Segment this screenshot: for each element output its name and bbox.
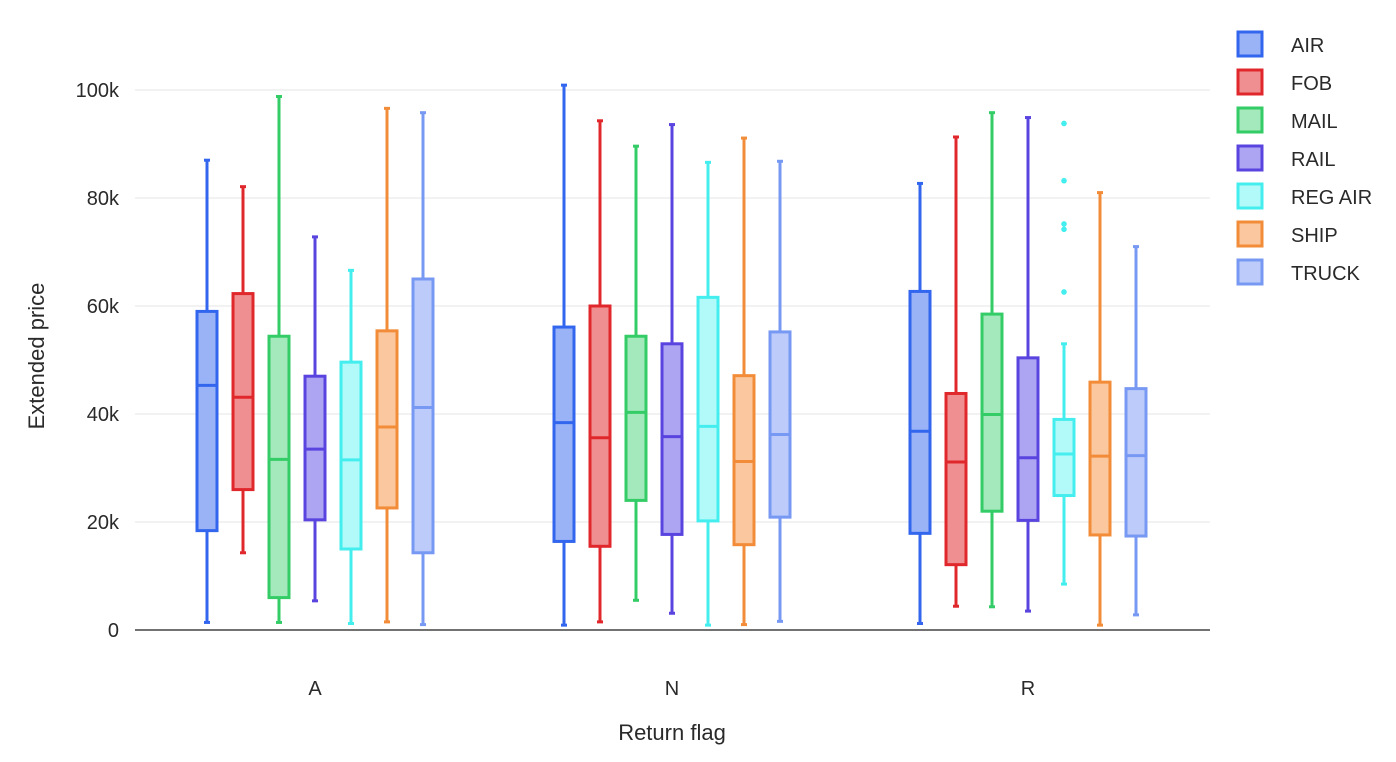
outlier-point bbox=[1061, 120, 1067, 127]
box-iqr bbox=[944, 391, 968, 567]
box-iqr bbox=[1052, 417, 1076, 498]
x-tick-label: A bbox=[308, 678, 322, 700]
box-iqr bbox=[624, 334, 648, 502]
box-fob-r bbox=[944, 135, 968, 608]
y-axis-title: Extended price bbox=[24, 283, 49, 430]
box-truck-a bbox=[411, 111, 435, 627]
legend-label: RAIL bbox=[1291, 149, 1335, 171]
box-air-a bbox=[195, 158, 219, 624]
box-iqr bbox=[768, 330, 792, 519]
box-truck-r bbox=[1124, 245, 1148, 617]
box-ship-r bbox=[1088, 191, 1112, 627]
box-fob-a bbox=[231, 185, 255, 555]
box-mail-n bbox=[624, 144, 648, 602]
legend-swatch bbox=[1236, 68, 1264, 96]
box-rail-r bbox=[1016, 116, 1040, 613]
x-tick-label: N bbox=[665, 678, 679, 700]
box-iqr bbox=[411, 277, 435, 555]
legend-swatch bbox=[1236, 182, 1264, 210]
legend-swatch bbox=[1236, 258, 1264, 286]
box-iqr bbox=[696, 295, 720, 523]
box-iqr bbox=[339, 360, 363, 551]
box-iqr bbox=[231, 292, 255, 492]
box-ship-n bbox=[732, 136, 756, 627]
legend-swatch bbox=[1236, 220, 1264, 248]
legend-item: AIR bbox=[1236, 30, 1324, 58]
legend-item: RAIL bbox=[1236, 144, 1335, 172]
legend-item: REG AIR bbox=[1236, 182, 1372, 210]
box-iqr bbox=[1088, 380, 1112, 537]
y-tick-label: 80k bbox=[87, 188, 120, 210]
box-reg-air-r bbox=[1052, 120, 1076, 586]
box-iqr bbox=[1124, 387, 1148, 538]
box-reg-air-n bbox=[696, 160, 720, 627]
y-tick-label: 40k bbox=[87, 404, 120, 426]
legend-label: FOB bbox=[1291, 73, 1332, 95]
outlier-point bbox=[1061, 289, 1067, 295]
box-air-n bbox=[552, 83, 576, 627]
legend-label: REG AIR bbox=[1291, 187, 1372, 209]
legend-item: SHIP bbox=[1236, 220, 1338, 248]
box-iqr bbox=[588, 304, 612, 548]
box-reg-air-a bbox=[339, 268, 363, 626]
box-iqr bbox=[552, 325, 576, 543]
box-mail-a bbox=[267, 94, 291, 624]
box-iqr bbox=[267, 334, 291, 600]
axis-layer: 0 20k 40k 60k 80k 100k A N R bbox=[76, 80, 1210, 700]
legend-swatch bbox=[1236, 106, 1264, 134]
box-ship-a bbox=[375, 106, 399, 624]
legend: AIR FOB MAIL RAIL REG AIR SHIP TRUCK bbox=[1236, 30, 1372, 286]
box-mail-r bbox=[980, 111, 1004, 609]
box-iqr bbox=[660, 342, 684, 536]
box-rail-a bbox=[303, 235, 327, 603]
legend-label: MAIL bbox=[1291, 111, 1338, 133]
box-iqr bbox=[908, 289, 932, 535]
box-truck-n bbox=[768, 159, 792, 623]
box-layer bbox=[195, 83, 1148, 627]
box-air-r bbox=[908, 181, 932, 626]
legend-item: TRUCK bbox=[1236, 258, 1361, 286]
y-tick-label: 0 bbox=[108, 620, 119, 642]
legend-item: MAIL bbox=[1236, 106, 1338, 134]
box-iqr bbox=[375, 329, 399, 510]
outlier-point bbox=[1061, 221, 1067, 227]
y-tick-label: 100k bbox=[76, 80, 120, 102]
legend-item: FOB bbox=[1236, 68, 1332, 96]
y-tick-label: 60k bbox=[87, 296, 120, 318]
outlier-point bbox=[1061, 226, 1067, 233]
box-iqr bbox=[195, 309, 219, 533]
x-axis-title: Return flag bbox=[618, 720, 726, 745]
box-rail-n bbox=[660, 123, 684, 615]
box-fob-n bbox=[588, 119, 612, 624]
legend-label: AIR bbox=[1291, 35, 1324, 57]
y-tick-label: 20k bbox=[87, 512, 120, 534]
x-tick-label: R bbox=[1021, 678, 1035, 700]
outlier-point bbox=[1061, 177, 1067, 184]
legend-label: TRUCK bbox=[1291, 263, 1361, 285]
legend-swatch bbox=[1236, 144, 1264, 172]
legend-label: SHIP bbox=[1291, 225, 1338, 247]
box-iqr bbox=[980, 312, 1004, 513]
legend-swatch bbox=[1236, 30, 1264, 58]
box-iqr bbox=[1016, 356, 1040, 522]
